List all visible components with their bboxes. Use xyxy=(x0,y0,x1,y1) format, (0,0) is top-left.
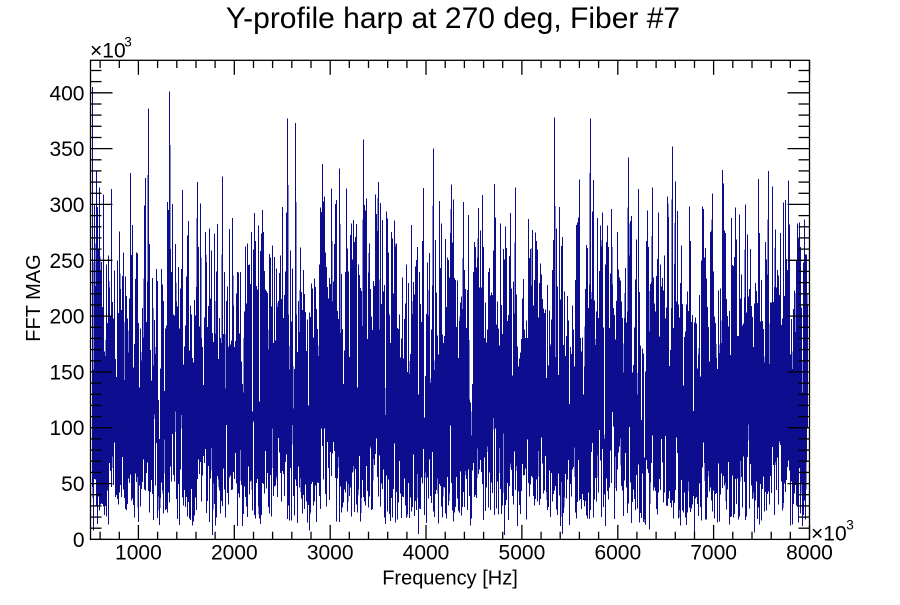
svg-text:5000: 5000 xyxy=(499,542,546,565)
svg-text:FFT MAG: FFT MAG xyxy=(23,254,45,341)
svg-text:×10: ×10 xyxy=(90,40,126,63)
svg-text:2000: 2000 xyxy=(211,542,258,565)
svg-text:200: 200 xyxy=(49,306,84,329)
svg-text:6000: 6000 xyxy=(594,542,641,565)
svg-text:100: 100 xyxy=(49,417,84,440)
svg-text:50: 50 xyxy=(61,473,84,496)
svg-text:0: 0 xyxy=(73,529,85,552)
svg-text:×10: ×10 xyxy=(811,523,847,546)
svg-text:8000: 8000 xyxy=(786,542,833,565)
svg-text:Frequency [Hz]: Frequency [Hz] xyxy=(382,568,518,590)
svg-text:150: 150 xyxy=(49,361,84,384)
svg-text:3: 3 xyxy=(846,518,854,533)
svg-text:Y-profile harp at 270 deg, Fib: Y-profile harp at 270 deg, Fiber #7 xyxy=(226,2,680,35)
svg-text:250: 250 xyxy=(49,250,84,273)
svg-text:400: 400 xyxy=(49,82,84,105)
svg-text:4000: 4000 xyxy=(403,542,450,565)
svg-text:300: 300 xyxy=(49,194,84,217)
svg-text:350: 350 xyxy=(49,138,84,161)
svg-text:7000: 7000 xyxy=(690,542,737,565)
svg-text:3000: 3000 xyxy=(307,542,354,565)
svg-text:1000: 1000 xyxy=(115,542,162,565)
svg-text:3: 3 xyxy=(124,35,132,50)
